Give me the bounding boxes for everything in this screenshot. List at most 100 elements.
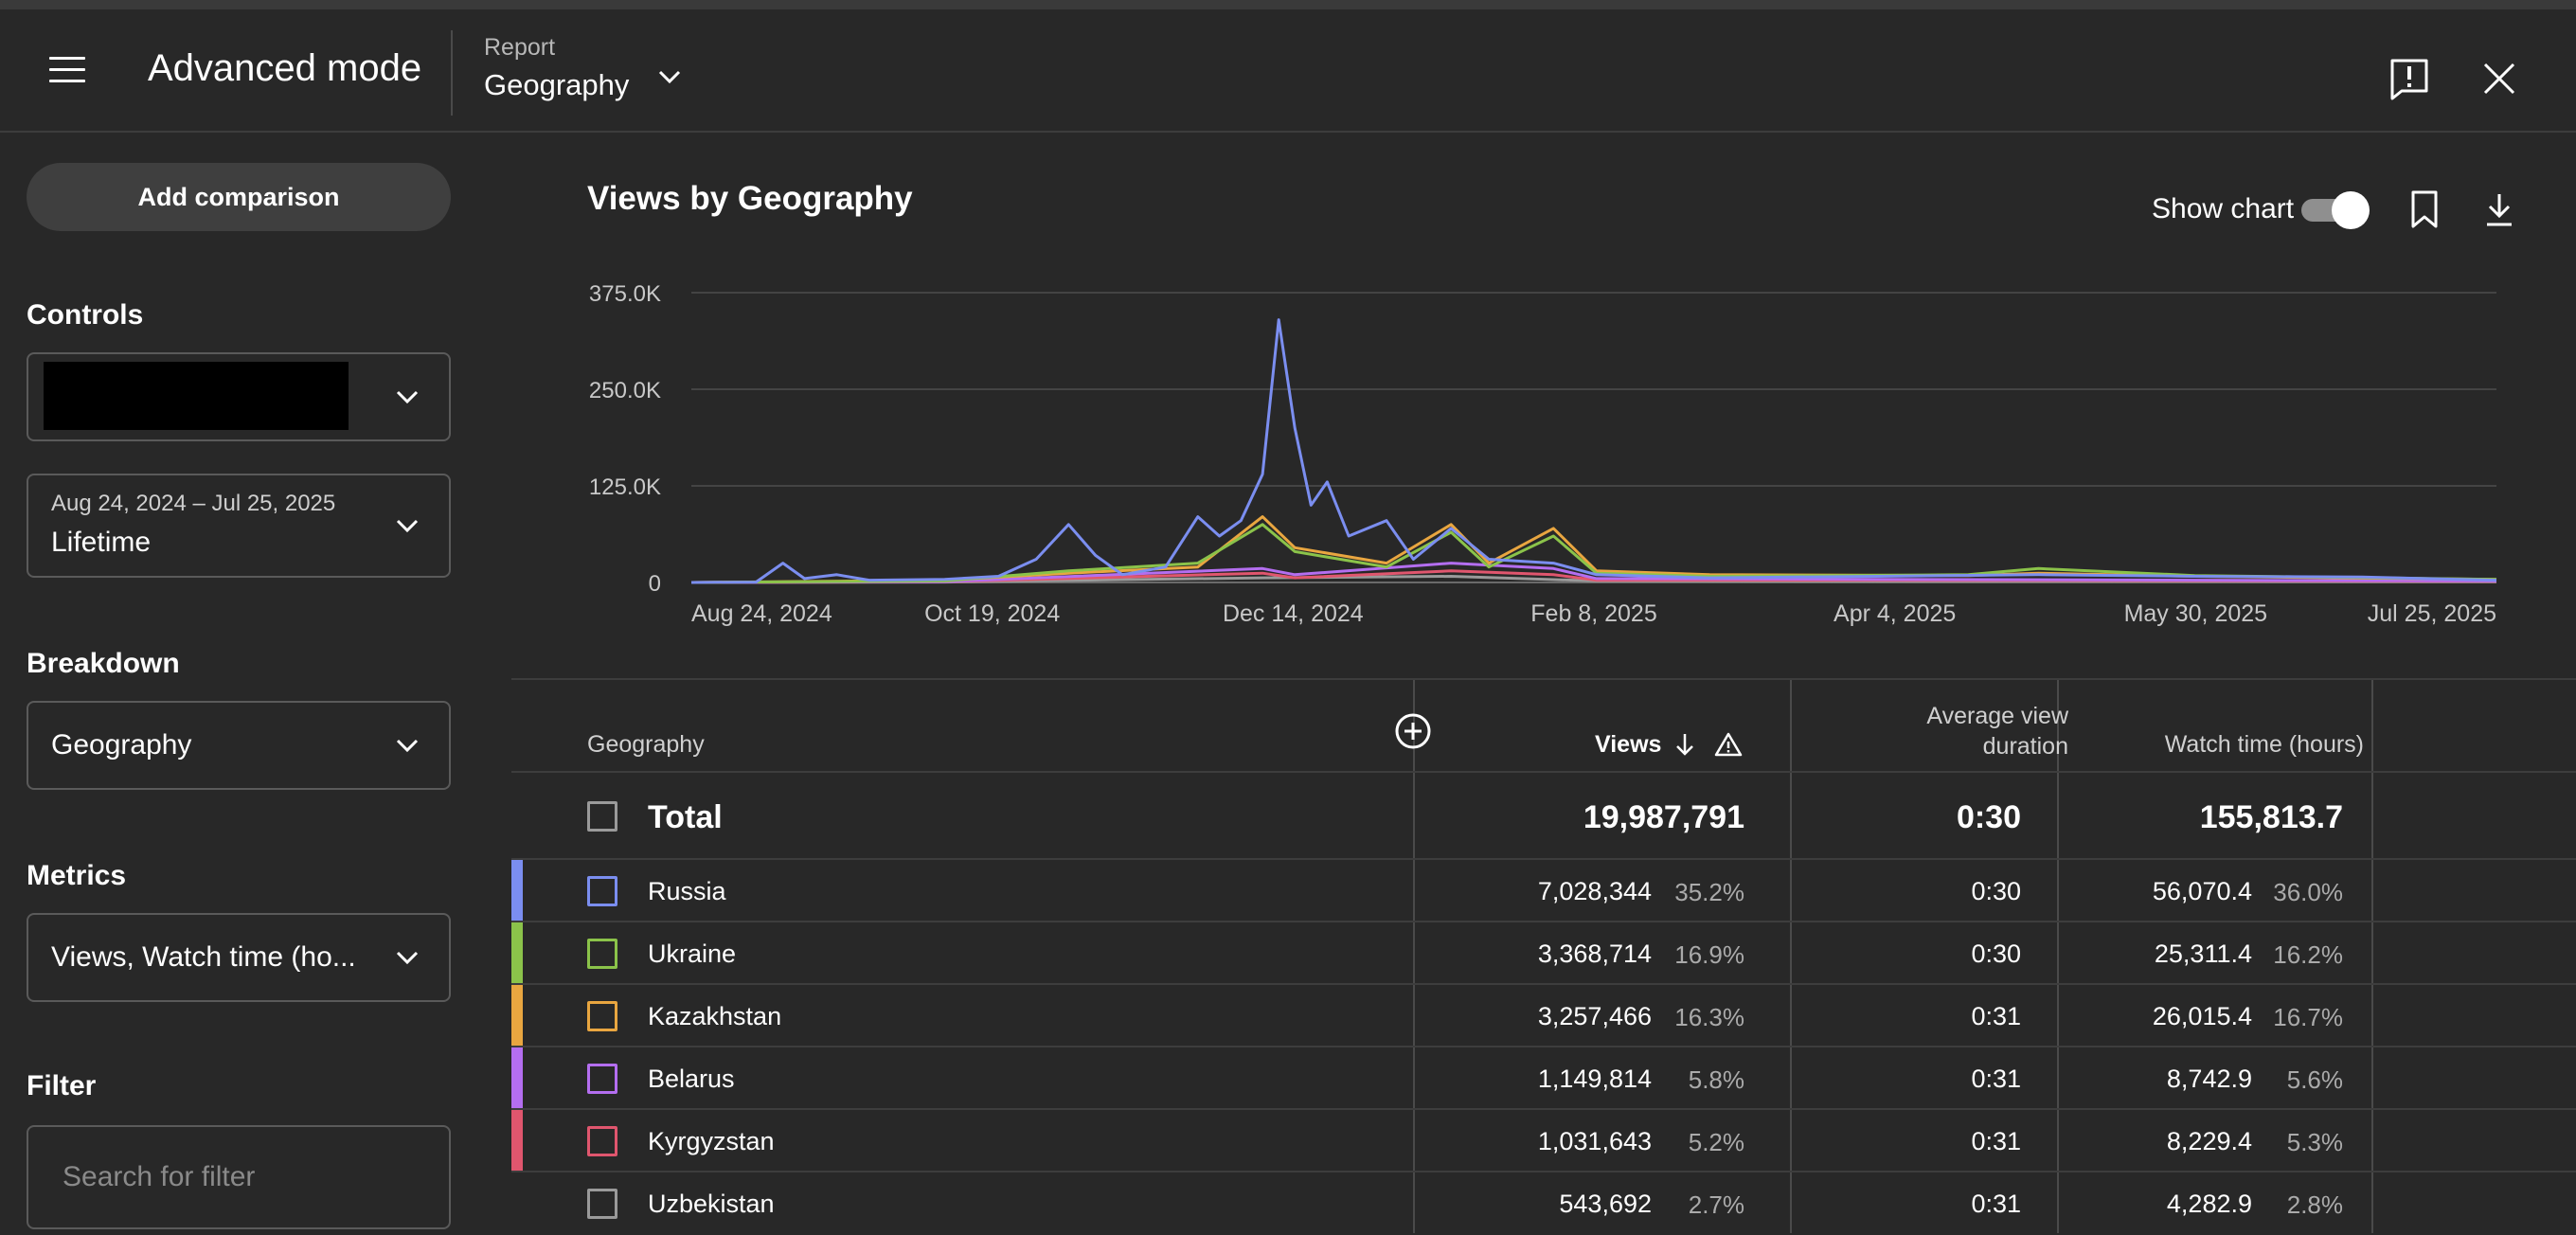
row-checkbox[interactable] (587, 876, 617, 906)
redacted-block (44, 362, 349, 430)
series-color-stripe (511, 922, 523, 985)
bookmark-icon[interactable] (2409, 189, 2440, 229)
country-name: Kyrgyzstan (648, 1127, 775, 1155)
chevron-down-icon (396, 390, 419, 404)
views-percent: 2.7% (1688, 1190, 1744, 1219)
filter-input[interactable] (27, 1125, 451, 1229)
y-tick-label: 375.0K (589, 281, 661, 307)
chart-title: Views by Geography (587, 180, 913, 217)
total-watch-time: 155,813.7 (2199, 799, 2343, 835)
chevron-down-icon (396, 951, 419, 965)
views-percent: 5.2% (1688, 1128, 1744, 1156)
breakdown-label: Breakdown (27, 648, 180, 679)
avd-value: 0:30 (1971, 877, 2021, 905)
views-percent: 5.8% (1688, 1065, 1744, 1094)
watch-time-percent: 5.6% (2286, 1065, 2343, 1094)
date-range-text: Aug 24, 2024 – Jul 25, 2025 (51, 491, 336, 516)
series-line-belarus[interactable] (690, 562, 2497, 584)
add-comparison-button[interactable]: Add comparison (27, 163, 451, 231)
header-line: Average view (1926, 703, 2068, 729)
watch-time-percent: 36.0% (2273, 878, 2343, 906)
y-tick-label: 125.0K (589, 474, 661, 500)
channel-selector[interactable] (27, 352, 451, 441)
chevron-down-icon[interactable] (655, 63, 684, 91)
views-value: 7,028,344 (1537, 877, 1652, 905)
x-tick-label: Oct 19, 2024 (924, 600, 1060, 627)
watch-time-percent: 5.3% (2286, 1128, 2343, 1156)
country-name: Uzbekistan (648, 1190, 775, 1218)
chevron-down-icon (396, 739, 419, 753)
date-range-selector[interactable]: Aug 24, 2024 – Jul 25, 2025 Lifetime (27, 474, 451, 578)
series-color-stripe (511, 860, 523, 922)
show-chart-toggle[interactable] (2301, 191, 2370, 229)
geography-table: Geography Views Average view duration Wa… (511, 678, 2576, 1233)
table-row[interactable]: Ukraine 3,368,714 16.9% 0:30 25,311.4 16.2% (511, 921, 2576, 985)
column-header-geography[interactable]: Geography (587, 731, 705, 758)
sort-descending-icon[interactable] (1673, 731, 1697, 758)
menu-icon[interactable] (49, 57, 87, 83)
chevron-down-icon (396, 519, 419, 533)
views-value: 1,031,643 (1537, 1127, 1652, 1155)
total-checkbox[interactable] (587, 801, 617, 832)
views-value: 543,692 (1559, 1190, 1652, 1218)
table-row[interactable]: Belarus 1,149,814 5.8% 0:31 8,742.9 5.6% (511, 1046, 2576, 1110)
column-divider (2057, 680, 2059, 1233)
x-tick-label: Jul 25, 2025 (2368, 600, 2496, 627)
row-checkbox[interactable] (587, 1189, 617, 1219)
header-divider (451, 30, 453, 116)
table-row[interactable]: Kazakhstan 3,257,466 16.3% 0:31 26,015.4 16.7… (511, 983, 2576, 1047)
table-row[interactable]: Russia 7,028,344 35.2% 0:30 56,070.4 36.0% (511, 858, 2576, 922)
filter-label: Filter (27, 1070, 97, 1101)
series-color-stripe (511, 1047, 523, 1110)
row-checkbox[interactable] (587, 1126, 617, 1156)
table-row[interactable]: Uzbekistan 543,692 2.7% 0:31 4,282.9 2.8% (511, 1171, 2576, 1235)
column-header-views[interactable]: Views (1595, 731, 1662, 758)
views-percent: 16.9% (1674, 940, 1744, 969)
warning-icon[interactable] (1714, 731, 1743, 758)
line-chart: 375.0K 250.0K 125.0K 0 Aug 24, 2024 Oct 19, 2… (589, 281, 2497, 627)
metrics-selector[interactable]: Views, Watch time (ho... (27, 913, 451, 1002)
avd-value: 0:30 (1971, 940, 2021, 968)
table-row[interactable]: Kyrgyzstan 1,031,643 5.2% 0:31 8,229.4 5.3% (511, 1108, 2576, 1172)
window-top-strip (0, 0, 2576, 9)
breakdown-selector[interactable]: Geography (27, 701, 451, 790)
watch-time-value: 4,282.9 (2166, 1190, 2252, 1218)
x-tick-label: Dec 14, 2024 (1223, 600, 1364, 627)
country-name: Russia (648, 877, 726, 905)
watch-time-value: 8,229.4 (2166, 1127, 2252, 1155)
column-header-average-view-duration[interactable]: Average view duration (1866, 701, 2068, 761)
app-title: Advanced mode (148, 47, 422, 89)
add-column-icon[interactable] (1394, 712, 1432, 750)
watch-time-value: 8,742.9 (2166, 1065, 2252, 1093)
watch-time-percent: 2.8% (2286, 1190, 2343, 1219)
x-tick-label: Apr 4, 2025 (1834, 600, 1956, 627)
report-selector[interactable]: Geography (484, 68, 630, 101)
x-tick-label: Feb 8, 2025 (1530, 600, 1656, 627)
metrics-label: Metrics (27, 860, 127, 891)
views-value: 1,149,814 (1537, 1065, 1652, 1093)
views-value: 3,368,714 (1537, 940, 1652, 968)
avd-value: 0:31 (1971, 1065, 2021, 1093)
country-name: Kazakhstan (648, 1002, 782, 1030)
row-checkbox[interactable] (587, 939, 617, 969)
country-name: Belarus (648, 1065, 735, 1093)
breakdown-value: Geography (51, 729, 192, 761)
row-checkbox[interactable] (587, 1064, 617, 1094)
total-row: Total 19,987,791 0:30 155,813.7 (511, 771, 2576, 860)
report-label: Report (484, 34, 556, 61)
series-line-russia[interactable] (690, 318, 2497, 584)
y-tick-label: 250.0K (589, 378, 661, 403)
close-icon[interactable] (2481, 61, 2517, 97)
feedback-icon[interactable] (2388, 57, 2430, 102)
series-line-ukraine[interactable] (690, 523, 2497, 584)
y-tick-label: 0 (649, 571, 661, 597)
watch-time-percent: 16.7% (2273, 1003, 2343, 1031)
row-checkbox[interactable] (587, 1001, 617, 1031)
column-header-watch-time[interactable]: Watch time (hours) (2164, 731, 2364, 758)
header-line: duration (1982, 733, 2068, 760)
country-name: Ukraine (648, 940, 737, 968)
toggle-knob (2332, 191, 2370, 229)
views-value: 3,257,466 (1537, 1002, 1652, 1030)
download-icon[interactable] (2483, 191, 2515, 227)
views-percent: 35.2% (1674, 878, 1744, 906)
